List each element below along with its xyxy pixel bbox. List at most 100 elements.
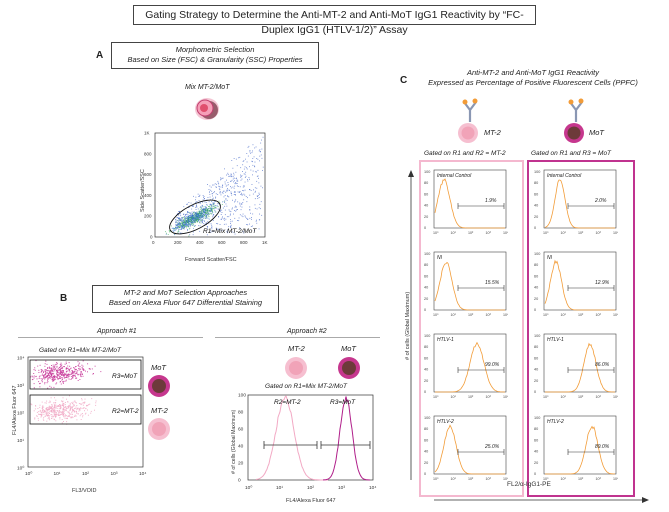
scatter-point xyxy=(59,372,61,374)
x-tick-label: 10² xyxy=(82,471,89,477)
scatter-point xyxy=(258,192,260,194)
scatter-point xyxy=(191,205,193,207)
scatter-point xyxy=(237,191,239,193)
scatter-point xyxy=(50,368,52,370)
scatter-point xyxy=(246,224,248,225)
histogram-frame xyxy=(433,251,507,311)
scatter-point xyxy=(50,367,52,369)
scatter-point xyxy=(244,181,246,183)
y-tick-label: 0 xyxy=(150,235,153,240)
scatter-point xyxy=(71,372,73,373)
scatter-point xyxy=(73,374,75,376)
scatter-point xyxy=(85,370,86,372)
scatter-point xyxy=(192,216,194,218)
y-tick-label: 60 xyxy=(534,192,538,196)
scatter-point xyxy=(43,370,45,372)
scatter-point xyxy=(209,207,211,209)
scatter-point xyxy=(223,190,225,192)
scatter-point xyxy=(234,210,235,211)
scatter-point xyxy=(59,363,61,365)
scatter-point xyxy=(206,213,208,214)
scatter-point xyxy=(177,226,178,228)
scatter-point xyxy=(203,197,204,199)
scatter-point xyxy=(37,419,39,421)
scatter-point xyxy=(45,375,47,377)
scatter-point xyxy=(222,185,223,187)
scatter-point xyxy=(238,192,240,193)
gate-r3-label: R3=MoT xyxy=(112,373,138,380)
scatter-point xyxy=(220,214,222,215)
x-tick-label: 10⁴ xyxy=(369,485,376,491)
scatter-point xyxy=(227,188,228,189)
scatter-point xyxy=(224,219,226,221)
scatter-point xyxy=(254,198,256,200)
scatter-point xyxy=(190,224,191,226)
scatter-point xyxy=(41,381,43,383)
scatter-point xyxy=(56,376,57,378)
scatter-point xyxy=(188,223,190,225)
panel-c-y-label: # of cells (Global Maximum) xyxy=(405,292,411,360)
scatter-point xyxy=(66,416,68,418)
scatter-point xyxy=(184,225,186,226)
x-tick-label: 10⁴ xyxy=(613,477,618,481)
scatter-point xyxy=(229,175,231,177)
scatter-point xyxy=(225,198,227,200)
scatter-point xyxy=(187,224,188,226)
scatter-point xyxy=(80,371,82,373)
scatter-point xyxy=(255,146,257,148)
scatter-point xyxy=(68,413,70,415)
scatter-point xyxy=(208,216,210,218)
scatter-point xyxy=(196,201,198,202)
scatter-point xyxy=(183,206,185,208)
scatter-point xyxy=(250,226,252,227)
scatter-point xyxy=(65,407,67,409)
scatter-point xyxy=(40,416,42,418)
scatter-point xyxy=(49,407,51,409)
positive-percentage: 25.0% xyxy=(484,444,500,450)
scatter-point xyxy=(65,380,67,382)
scatter-point xyxy=(47,418,49,420)
scatter-point xyxy=(37,417,39,419)
scatter-point xyxy=(54,402,56,404)
scatter-point xyxy=(54,419,56,421)
scatter-point xyxy=(44,402,46,404)
scatter-point xyxy=(215,197,216,199)
scatter-point xyxy=(177,217,179,218)
scatter-point xyxy=(45,371,47,373)
scatter-point xyxy=(199,230,201,232)
scatter-point xyxy=(53,376,55,378)
x-tick-label: 10² xyxy=(578,395,584,399)
scatter-point xyxy=(38,372,40,373)
scatter-point xyxy=(257,158,259,160)
scatter-point xyxy=(69,402,71,404)
scatter-point xyxy=(207,227,208,229)
scatter-point xyxy=(31,375,33,377)
scatter-point xyxy=(187,218,189,220)
scatter-point xyxy=(61,379,63,381)
scatter-point xyxy=(80,404,82,406)
scatter-point xyxy=(166,232,167,234)
scatter-point xyxy=(204,211,205,213)
scatter-point xyxy=(86,405,88,407)
scatter-point xyxy=(203,211,204,213)
scatter-point xyxy=(250,212,251,214)
scatter-point xyxy=(250,190,252,191)
scatter-point xyxy=(254,207,256,209)
scatter-point xyxy=(218,216,220,218)
scatter-point xyxy=(38,377,40,379)
scatter-point xyxy=(199,195,200,197)
scatter-point xyxy=(185,221,187,223)
scatter-point xyxy=(246,217,247,219)
scatter-point xyxy=(211,209,213,211)
scatter-point xyxy=(188,215,189,217)
scatter-point xyxy=(51,365,52,366)
scatter-point xyxy=(247,179,248,181)
scatter-point xyxy=(63,412,65,414)
scatter-point xyxy=(53,386,55,388)
scatter-point xyxy=(195,209,197,210)
scatter-point xyxy=(74,400,76,402)
x-tick-label: 10² xyxy=(468,395,474,399)
scatter-point xyxy=(239,214,241,216)
scatter-point xyxy=(56,365,58,367)
